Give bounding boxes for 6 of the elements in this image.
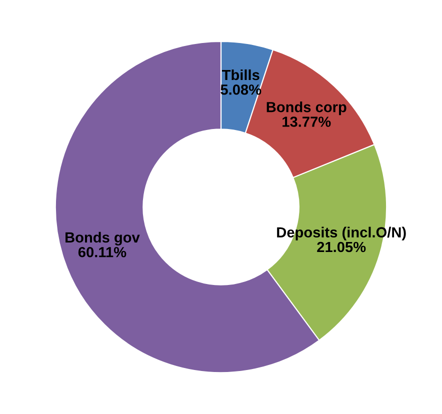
data-label: 13.77% [282,116,331,127]
slice-label: Bonds gov [66,232,140,246]
slice-label: Tbills [222,69,260,80]
data-label: 21.05% [317,242,366,252]
data-label: 60.11% [78,246,126,258]
slice-label: Bonds corp [266,102,346,116]
